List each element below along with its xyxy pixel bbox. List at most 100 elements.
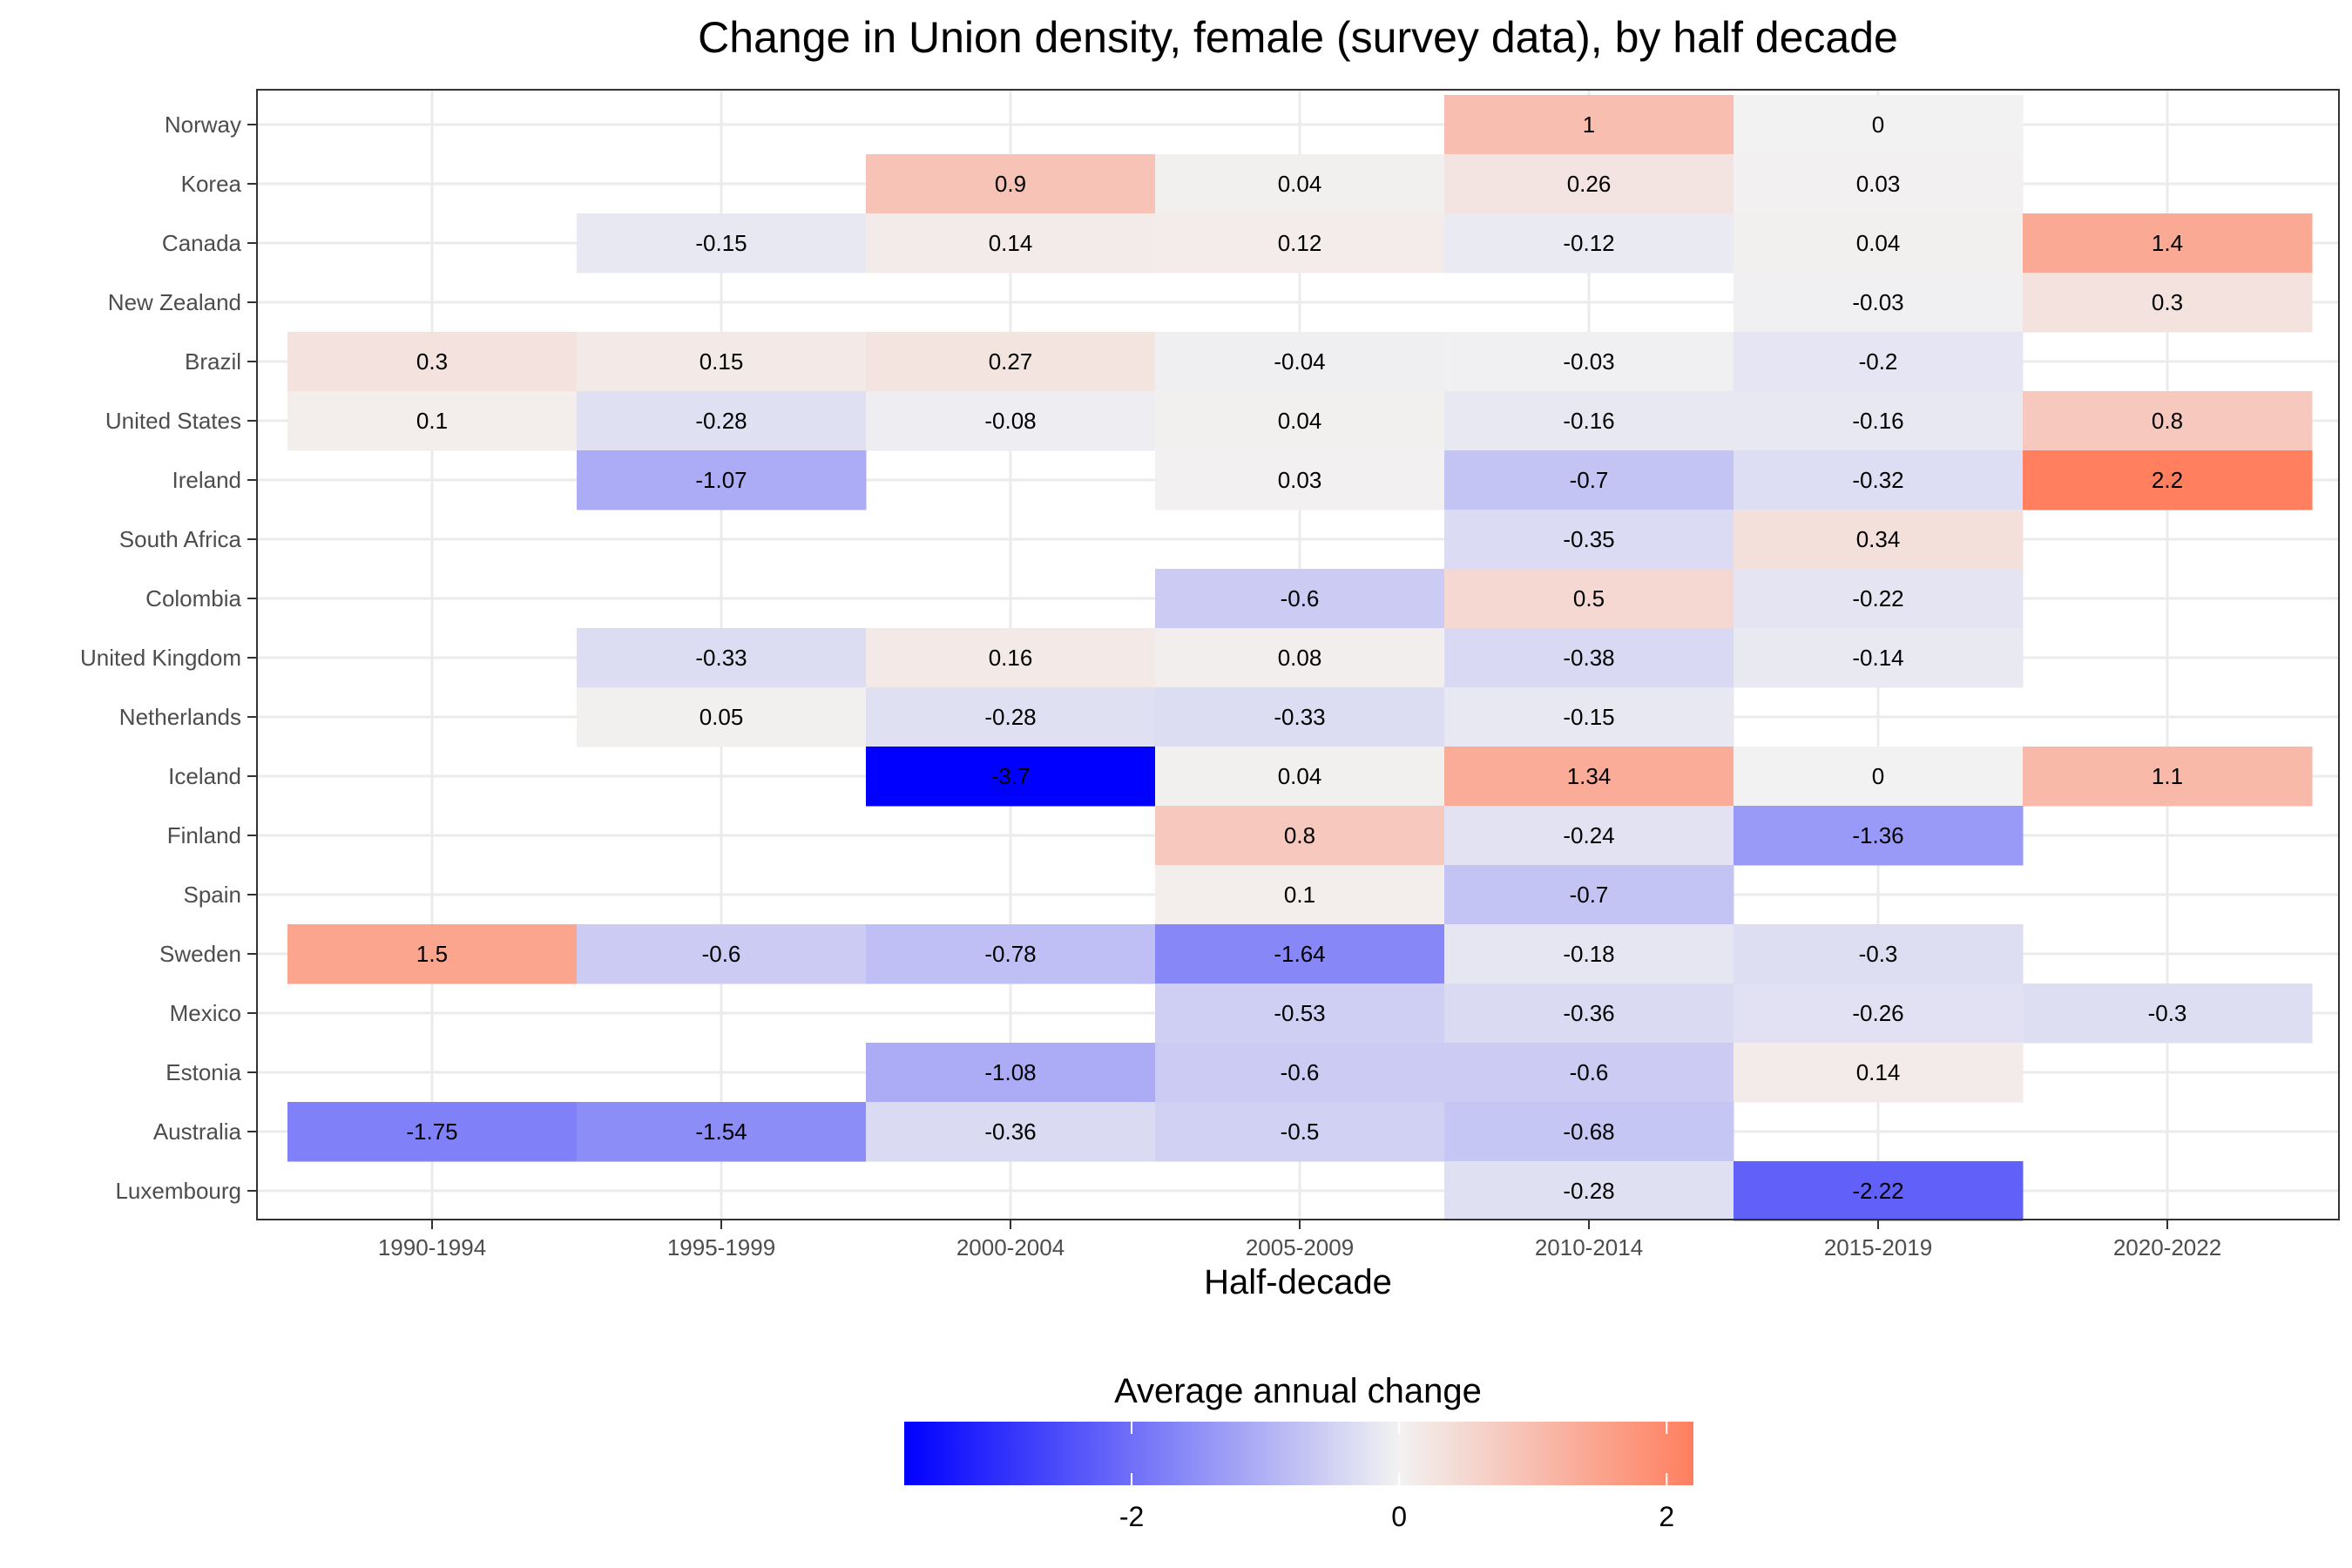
heatmap-cell (1155, 1102, 1445, 1162)
cell-value-label: 0.1 (1284, 882, 1315, 908)
heatmap-cell (1155, 213, 1445, 274)
y-tick-label: Australia (153, 1119, 242, 1145)
cell-value-label: -0.03 (1563, 348, 1614, 375)
cell-value-label: 0 (1872, 763, 1884, 789)
cell-value-label: -3.7 (991, 763, 1031, 789)
heatmap-cell (577, 213, 867, 274)
y-tick-label: Netherlands (119, 704, 241, 730)
heatmap-cell (1734, 1043, 2024, 1103)
cell-value-label: -0.7 (1570, 467, 1609, 493)
cell-value-label: 0.08 (1278, 645, 1322, 671)
cell-value-label: -0.15 (695, 230, 747, 256)
heatmap-cell (577, 924, 867, 984)
heatmap-cell (1155, 154, 1445, 214)
heatmap-cell (1734, 391, 2024, 451)
heatmap-cell (1155, 747, 1445, 807)
cell-value-label: 0.14 (1856, 1059, 1901, 1085)
heatmap-cell (577, 687, 867, 747)
y-tick-label: Colombia (145, 585, 241, 612)
heatmap-cell (1734, 332, 2024, 392)
heatmap-cell (866, 628, 1156, 688)
cell-value-label: 0.3 (416, 348, 448, 375)
heatmap-cell (1734, 1161, 2024, 1221)
cell-value-label: -0.24 (1563, 822, 1614, 848)
heatmap-cell (1444, 95, 1734, 155)
y-tick-label: Korea (181, 171, 242, 197)
cell-value-label: -0.28 (1563, 1178, 1614, 1204)
cell-value-label: -0.6 (1281, 1059, 1320, 1085)
cell-value-label: 0.04 (1278, 171, 1322, 197)
cell-value-label: -0.14 (1852, 645, 1903, 671)
cell-value-label: 0.04 (1856, 230, 1901, 256)
heatmap-cell (1444, 391, 1734, 451)
cell-value-label: 0.14 (989, 230, 1033, 256)
heatmap-cell (1155, 391, 1445, 451)
heatmap-cell (866, 154, 1156, 214)
heatmap-cell (2023, 391, 2313, 451)
heatmap-cell (1444, 806, 1734, 866)
heatmap-cell (1444, 983, 1734, 1044)
cell-value-label: -1.07 (695, 467, 747, 493)
y-tick-label: Iceland (168, 763, 241, 789)
heatmap-cell (1155, 687, 1445, 747)
y-tick-label: Estonia (166, 1059, 241, 1085)
x-axis-title: Half-decade (1204, 1263, 1392, 1301)
cell-value-label: 0.03 (1278, 467, 1322, 493)
cell-value-label: -0.03 (1852, 289, 1903, 315)
x-tick-label: 2015-2019 (1824, 1234, 1932, 1260)
cell-value-label: -0.08 (984, 408, 1036, 434)
cell-value-label: -0.32 (1852, 467, 1903, 493)
x-tick-label: 2000-2004 (956, 1234, 1064, 1260)
heatmap-cell (1734, 569, 2024, 629)
y-tick-label: United States (105, 408, 241, 434)
cell-value-label: 0.03 (1856, 171, 1901, 197)
cell-value-label: 0 (1872, 112, 1884, 138)
cell-value-label: -2.22 (1852, 1178, 1903, 1204)
cell-value-label: -0.26 (1852, 1000, 1903, 1026)
heatmap-cell (866, 332, 1156, 392)
heatmap-cell (1444, 865, 1734, 925)
plot-border (256, 89, 2340, 1220)
cell-value-label: 0.05 (700, 704, 744, 730)
heatmap-cell (1734, 273, 2024, 333)
x-tick-label: 1995-1999 (667, 1234, 775, 1260)
heatmap-cell (2023, 450, 2313, 510)
heatmap-cell (1734, 806, 2024, 866)
heatmap-cell (287, 924, 578, 984)
cell-value-label: 2.2 (2152, 467, 2183, 493)
legend-colorbar (904, 1422, 1693, 1485)
cell-value-label: 0.12 (1278, 230, 1322, 256)
cell-value-label: -0.16 (1852, 408, 1903, 434)
heatmap-cell (577, 332, 867, 392)
heatmap-cell (1734, 747, 2024, 807)
y-tick-label: South Africa (119, 526, 242, 552)
y-tick-label: Sweden (159, 941, 241, 967)
x-tick-label: 1990-1994 (378, 1234, 486, 1260)
heatmap-cell (866, 391, 1156, 451)
cell-value-label: 1.1 (2152, 763, 2183, 789)
heatmap-cell (866, 1043, 1156, 1103)
cell-value-label: -0.2 (1859, 348, 1898, 375)
cell-value-label: -1.64 (1274, 941, 1325, 967)
heatmap-cell (1155, 450, 1445, 510)
cell-value-label: -1.36 (1852, 822, 1903, 848)
cell-value-label: 1.4 (2152, 230, 2183, 256)
cell-value-label: -0.35 (1563, 526, 1614, 552)
heatmap-cell (1444, 510, 1734, 570)
heatmap-cell (577, 628, 867, 688)
heatmap-cell (1444, 332, 1734, 392)
heatmap-cell (866, 747, 1156, 807)
y-tick-label: Ireland (172, 467, 242, 493)
heatmap-cell (1444, 1102, 1734, 1162)
cell-value-label: -0.04 (1274, 348, 1325, 375)
heatmap-cell (1444, 687, 1734, 747)
heatmap-cell (1734, 924, 2024, 984)
heatmap-cell (1155, 628, 1445, 688)
cell-value-label: 0.04 (1278, 763, 1322, 789)
cell-value-label: 0.3 (2152, 289, 2183, 315)
cell-value-label: -0.3 (2148, 1000, 2187, 1026)
cell-value-label: -0.38 (1563, 645, 1614, 671)
cell-value-label: 0.15 (700, 348, 744, 375)
cell-value-label: 1.5 (416, 941, 448, 967)
